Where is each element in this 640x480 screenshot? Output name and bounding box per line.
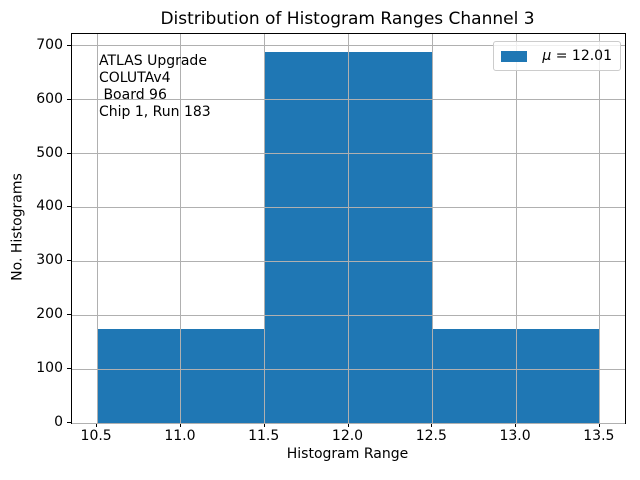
y-tick-label: 600 [36, 90, 63, 107]
x-tick-mark [515, 423, 517, 427]
x-tick-label: 12.5 [415, 428, 447, 444]
gridline-horizontal [72, 260, 625, 262]
x-tick-label: 12.0 [331, 428, 364, 444]
x-tick-mark [598, 423, 600, 427]
y-tick-mark [67, 44, 71, 46]
legend-label-value: = 12.01 [551, 48, 612, 64]
annotation-text: ATLAS Upgrade COLUTAv4 Board 96 Chip 1, Ru… [99, 53, 211, 121]
y-tick-mark [67, 260, 71, 262]
chart-title: Distribution of Histogram Ranges Channel… [160, 9, 535, 29]
annotation-line: ATLAS Upgrade [99, 53, 207, 69]
gridline-vertical [431, 34, 433, 423]
y-tick-label: 0 [54, 414, 63, 430]
y-tick-label: 400 [36, 198, 63, 215]
y-tick-label: 300 [36, 252, 63, 269]
annotation-line: Chip 1, Run 183 [99, 104, 211, 120]
legend-swatch-icon [501, 50, 528, 62]
legend: μ = 12.01 [493, 41, 621, 71]
legend-label: μ = 12.01 [542, 49, 612, 63]
gridline-horizontal [72, 153, 625, 155]
x-tick-label: 13.0 [499, 428, 531, 444]
plot-area: ATLAS Upgrade COLUTAv4 Board 96 Chip 1, Ru… [71, 33, 626, 424]
y-tick-label: 700 [36, 36, 63, 53]
gridline-horizontal [72, 206, 625, 208]
x-axis-label: Histogram Range [286, 446, 409, 462]
y-tick-label: 200 [36, 306, 63, 323]
gridline-horizontal [72, 368, 625, 370]
gridline-vertical [96, 34, 98, 423]
x-tick-mark [431, 423, 433, 427]
gridline-horizontal [72, 422, 625, 424]
x-tick-mark [347, 423, 349, 427]
gridline-vertical [180, 34, 182, 423]
y-tick-label: 500 [36, 144, 63, 161]
annotation-line: Board 96 [99, 87, 167, 103]
x-tick-label: 11.0 [164, 428, 196, 444]
x-tick-mark [96, 423, 98, 427]
mu-symbol: μ [542, 48, 552, 64]
y-tick-mark [67, 422, 71, 423]
y-tick-mark [67, 98, 71, 100]
gridline-vertical [515, 34, 517, 423]
x-tick-mark [179, 423, 181, 427]
gridline-horizontal [72, 314, 625, 316]
annotation-line: COLUTAv4 [99, 70, 171, 86]
gridline-vertical [599, 34, 601, 423]
y-tick-mark [67, 368, 71, 370]
gridline-horizontal [72, 45, 625, 47]
y-tick-label: 100 [36, 360, 63, 377]
x-tick-mark [263, 423, 265, 427]
x-tick-label: 13.5 [583, 428, 615, 444]
gridline-vertical [348, 34, 349, 423]
x-tick-label: 11.5 [248, 428, 280, 444]
y-tick-mark [67, 206, 71, 208]
gridline-horizontal [72, 99, 625, 101]
gridline-vertical [264, 34, 266, 423]
y-tick-mark [67, 314, 71, 316]
x-tick-label: 10.5 [80, 428, 112, 444]
y-tick-mark [67, 152, 71, 154]
